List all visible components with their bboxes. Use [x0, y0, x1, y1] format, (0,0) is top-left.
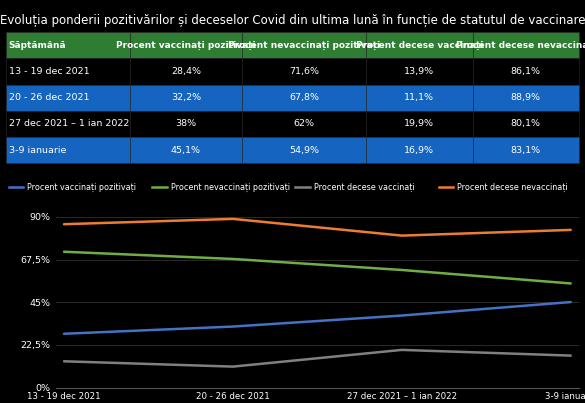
Text: Săptămână: Săptămână [9, 41, 67, 50]
Bar [130, 85, 242, 111]
Text: Procent decese nevaccinați: Procent decese nevaccinați [457, 183, 568, 192]
Text: 80,1%: 80,1% [511, 119, 541, 129]
Text: Procent decese vaccinați: Procent decese vaccinați [356, 41, 483, 50]
Bar [130, 58, 242, 85]
Text: 54,9%: 54,9% [289, 145, 319, 155]
Bar [242, 58, 366, 85]
Text: Procent nevaccinați pozitivați: Procent nevaccinați pozitivați [171, 183, 290, 192]
Bar [366, 58, 473, 85]
Text: 20 - 26 dec 2021: 20 - 26 dec 2021 [9, 93, 90, 102]
Text: 45,1%: 45,1% [171, 145, 201, 155]
Text: Procent decese nevaccinați: Procent decese nevaccinați [456, 41, 585, 50]
Bar [473, 137, 579, 163]
Bar [6, 111, 130, 137]
Text: 86,1%: 86,1% [511, 67, 541, 76]
Bar [473, 111, 579, 137]
Bar [366, 85, 473, 111]
Bar [366, 32, 473, 58]
Bar [6, 85, 130, 111]
Text: 28,4%: 28,4% [171, 67, 201, 76]
Text: 71,6%: 71,6% [289, 67, 319, 76]
Text: Procent vaccinați pozitivați: Procent vaccinați pozitivați [116, 41, 256, 50]
Text: Procent vaccinați pozitivați: Procent vaccinați pozitivați [27, 183, 136, 192]
Bar [473, 58, 579, 85]
Text: 32,2%: 32,2% [171, 93, 201, 102]
Bar [6, 137, 130, 163]
Text: 88,9%: 88,9% [511, 93, 541, 102]
Text: 13,9%: 13,9% [404, 67, 434, 76]
Bar [473, 85, 579, 111]
Bar [242, 137, 366, 163]
Text: 67,8%: 67,8% [289, 93, 319, 102]
Bar [366, 137, 473, 163]
Bar [366, 111, 473, 137]
Text: Procent nevaccinați pozitivați: Procent nevaccinați pozitivați [228, 41, 380, 50]
Text: 3-9 ianuarie: 3-9 ianuarie [9, 145, 66, 155]
Bar [242, 111, 366, 137]
Bar [6, 58, 130, 85]
Bar [130, 32, 242, 58]
Text: Evoluția ponderii pozitivărilor și deceselor Covid din ultima lună în funcție de: Evoluția ponderii pozitivărilor și deces… [0, 14, 585, 27]
Text: 38%: 38% [176, 119, 197, 129]
Bar [473, 32, 579, 58]
Bar [6, 32, 130, 58]
Text: 27 dec 2021 – 1 ian 2022: 27 dec 2021 – 1 ian 2022 [9, 119, 129, 129]
Text: 19,9%: 19,9% [404, 119, 434, 129]
Text: 83,1%: 83,1% [511, 145, 541, 155]
Bar [242, 32, 366, 58]
Bar [242, 85, 366, 111]
Bar [130, 137, 242, 163]
Text: Procent decese vaccinați: Procent decese vaccinați [314, 183, 415, 192]
Text: 13 - 19 dec 2021: 13 - 19 dec 2021 [9, 67, 90, 76]
Text: 11,1%: 11,1% [404, 93, 434, 102]
Text: 62%: 62% [294, 119, 315, 129]
Bar [130, 111, 242, 137]
Text: 16,9%: 16,9% [404, 145, 434, 155]
